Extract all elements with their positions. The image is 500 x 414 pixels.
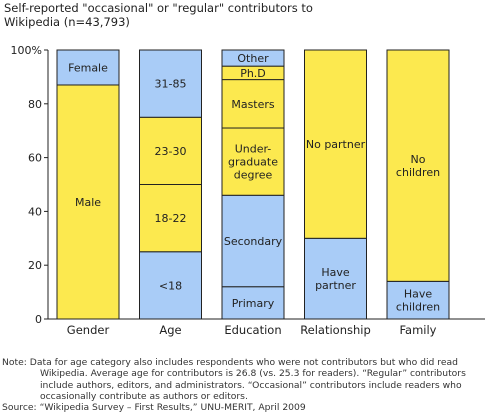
segment-label: Other bbox=[237, 52, 269, 65]
y-tick-label: 60 bbox=[28, 152, 42, 165]
bar-segment-education-under-graduate-degree bbox=[221, 127, 285, 196]
segment-label: <18 bbox=[159, 279, 182, 292]
segment-label: Male bbox=[75, 196, 101, 209]
y-tick-label: 0 bbox=[35, 313, 42, 326]
x-tick-label-gender: Gender bbox=[67, 323, 110, 337]
segment-label: children bbox=[396, 166, 440, 179]
bar-segment-education-other bbox=[221, 49, 285, 67]
segment-label: 18-22 bbox=[155, 212, 187, 225]
segment-label: partner bbox=[315, 279, 356, 292]
chart-title-line2: Wikipedia (n=43,793) bbox=[4, 15, 130, 29]
chart-note: Note: Data for age category also include… bbox=[2, 357, 498, 403]
segment-label: Have bbox=[321, 266, 350, 279]
y-tick-label: 80 bbox=[28, 98, 42, 111]
x-tick-label-age: Age bbox=[159, 323, 181, 337]
bar-segment-education-primary bbox=[221, 286, 285, 320]
y-tick-label: 20 bbox=[28, 259, 42, 272]
bar-segment-gender-female bbox=[56, 49, 120, 86]
y-tick-label: 40 bbox=[28, 205, 42, 218]
bar-segment-relationship-have-partner bbox=[304, 237, 367, 320]
segment-label: Masters bbox=[231, 98, 275, 111]
note-continuation: Wikipedia. Average age for contributors … bbox=[40, 368, 466, 403]
bar-segment-age-31-85 bbox=[139, 49, 202, 118]
x-tick-label-family: Family bbox=[399, 323, 436, 337]
segment-label: children bbox=[396, 301, 440, 314]
bar-segment-education-masters bbox=[221, 79, 285, 129]
segment-label: No bbox=[411, 153, 426, 166]
bar-segment-family-have-children bbox=[386, 280, 450, 320]
segment-label: Have bbox=[404, 288, 433, 301]
segment-label: degree bbox=[234, 169, 273, 182]
segment-label: 23-30 bbox=[155, 145, 187, 158]
segment-label: Under- bbox=[235, 143, 272, 156]
bar-segment-relationship-no-partner bbox=[304, 49, 367, 239]
segment-label: Ph.D bbox=[240, 67, 266, 80]
bar-segment-gender-male bbox=[56, 84, 120, 320]
bar-segment-age-23-30 bbox=[139, 116, 202, 185]
segment-label: Female bbox=[68, 61, 108, 74]
bar-segment-age-18 bbox=[139, 251, 202, 320]
segment-label: Primary bbox=[232, 297, 275, 310]
chart-title: Self-reported "occasional" or "regular" … bbox=[4, 1, 424, 29]
segment-label: Secondary bbox=[224, 235, 283, 248]
bar-segment-family-no-children bbox=[386, 49, 450, 282]
chart-title-line1: Self-reported "occasional" or "regular" … bbox=[4, 1, 313, 15]
bar-segment-age-18-22 bbox=[139, 184, 202, 253]
x-tick-label-education: Education bbox=[224, 323, 281, 337]
segment-label: 31-85 bbox=[155, 78, 187, 91]
y-tick-label: 100% bbox=[11, 44, 42, 57]
segment-label: No partner bbox=[306, 138, 366, 151]
bar-segment-education-secondary bbox=[221, 194, 285, 288]
segment-label: graduate bbox=[228, 156, 278, 169]
x-tick-label-relationship: Relationship bbox=[300, 323, 371, 337]
chart-source: Source: “Wikipedia Survey – First Result… bbox=[2, 402, 306, 413]
note-line1: Note: Data for age category also include… bbox=[2, 357, 458, 368]
stacked-bar-chart: 0 20 40 60 80 100% Male Female Gender <18 18-22 23-… bbox=[11, 44, 485, 337]
